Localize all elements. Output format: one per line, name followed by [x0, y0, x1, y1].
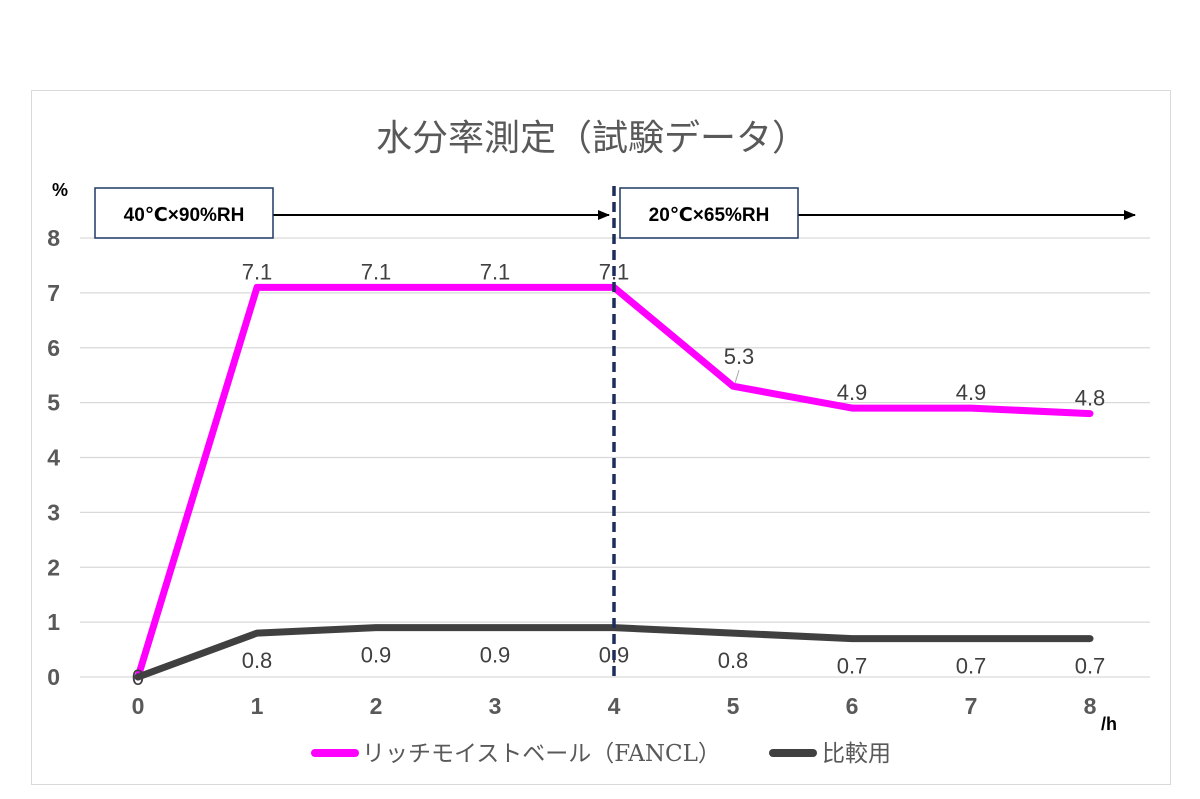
phase-box [619, 187, 799, 239]
x-tick-label: 2 [370, 693, 383, 719]
y-tick-label: 7 [47, 280, 60, 306]
data-label-series-0: 7.1 [242, 259, 273, 284]
chart-title: 水分率測定（試験データ） [376, 118, 808, 159]
phase-box [94, 187, 274, 239]
phase-label: 40℃×90%RH [124, 205, 245, 226]
data-label-series-1: 0.9 [361, 643, 392, 668]
y-axis-unit: % [52, 180, 68, 200]
x-tick-label: 7 [965, 693, 978, 719]
data-label-series-1: 0.7 [956, 654, 987, 679]
y-tick-label: 0 [47, 664, 60, 690]
legend-label-1: 比較用 [822, 741, 891, 767]
data-label-series-1: 0.8 [718, 648, 749, 673]
phase-label: 20℃×65%RH [649, 205, 770, 226]
y-tick-label: 4 [47, 445, 60, 471]
data-label-series-0: 7.1 [480, 259, 511, 284]
x-tick-label: 5 [727, 693, 740, 719]
x-tick-label: 4 [608, 693, 621, 719]
data-label-series-1: 0.9 [480, 643, 511, 668]
y-tick-label: 8 [47, 225, 60, 251]
data-label-leader [734, 370, 740, 384]
y-tick-label: 2 [47, 554, 60, 580]
y-tick-label: 5 [47, 390, 60, 416]
data-label-series-0: 4.8 [1075, 386, 1106, 411]
x-axis-unit: /h [1101, 714, 1117, 734]
data-label-series-0: 7.1 [361, 259, 392, 284]
x-tick-label: 1 [251, 693, 264, 719]
y-tick-label: 6 [47, 335, 60, 361]
x-tick-label: 3 [489, 693, 502, 719]
legend-label-0: リッチモイストベール（FANCL） [362, 741, 721, 767]
data-label-series-0: 5.3 [724, 344, 755, 369]
y-tick-label: 1 [47, 609, 60, 635]
data-label-series-0: 4.9 [956, 380, 987, 405]
data-label-series-1: 0.9 [599, 643, 630, 668]
data-label-series-1: 0.7 [837, 654, 868, 679]
y-tick-label: 3 [47, 499, 60, 525]
data-label-series-0: 7.1 [599, 259, 630, 284]
x-tick-label: 6 [846, 693, 859, 719]
data-label-series-1: 0.7 [1075, 654, 1106, 679]
data-label-series-1: 0.8 [242, 648, 273, 673]
data-label-series-0: 4.9 [837, 380, 868, 405]
x-tick-label: 8 [1084, 693, 1097, 719]
x-tick-label: 0 [132, 693, 145, 719]
data-label-series-0: 0 [132, 665, 144, 690]
